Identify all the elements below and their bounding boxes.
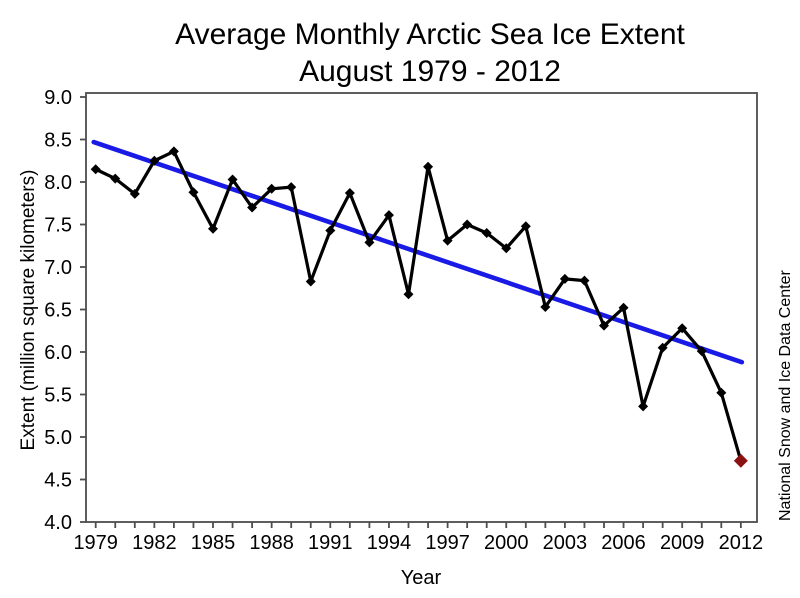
y-tick-label: 8.5 <box>44 130 72 152</box>
data-point <box>540 301 551 312</box>
data-point <box>305 276 316 287</box>
data-point <box>110 173 121 184</box>
data-point <box>481 228 492 238</box>
data-point <box>344 188 355 199</box>
data-point <box>208 223 218 234</box>
data-point <box>266 183 277 194</box>
x-tick-label: 1988 <box>249 532 294 554</box>
x-tick-label: 2000 <box>484 532 529 554</box>
data-point <box>696 346 707 357</box>
y-tick-label: 4.5 <box>44 470 72 492</box>
y-tick-label: 5.5 <box>44 385 72 407</box>
y-axis-title: Extent (million square kilometers) <box>18 170 39 451</box>
y-tick-label: 8.0 <box>44 172 72 194</box>
data-point <box>677 323 688 334</box>
x-tick-label: 1979 <box>73 532 118 554</box>
y-tick-label: 7.5 <box>44 215 72 237</box>
data-point <box>129 188 140 199</box>
chart-subtitle: August 1979 - 2012 <box>299 55 561 88</box>
data-point <box>520 221 531 232</box>
data-point <box>442 235 453 246</box>
data-point <box>227 174 238 185</box>
x-tick-label: 2012 <box>719 532 764 554</box>
data-point <box>286 182 297 193</box>
trend-line <box>91 139 745 365</box>
y-tick-label: 5.0 <box>44 427 72 449</box>
data-point <box>559 273 570 284</box>
y-tick-label: 9.0 <box>44 87 72 109</box>
data-point <box>599 320 609 331</box>
x-tick-label: 1994 <box>367 532 412 554</box>
y-tick-label: 6.0 <box>44 342 72 364</box>
x-tick-label: 2003 <box>543 532 588 554</box>
data-point <box>657 342 668 353</box>
data-point <box>90 164 101 175</box>
data-point <box>168 146 179 157</box>
data-point <box>716 387 727 398</box>
data-point <box>188 187 199 198</box>
y-tick-label: 7.0 <box>44 257 72 279</box>
x-tick-label: 1985 <box>191 532 236 554</box>
data-point <box>403 289 414 300</box>
data-point <box>325 225 336 236</box>
x-tick-label: 1991 <box>308 532 353 554</box>
data-point-latest <box>733 453 748 468</box>
data-point <box>501 243 512 254</box>
chart-title: Average Monthly Arctic Sea Ice Extent <box>175 18 685 51</box>
y-tick-label: 6.5 <box>44 300 72 322</box>
x-axis-title: Year <box>401 567 442 589</box>
data-point <box>383 210 394 221</box>
data-point <box>247 202 258 213</box>
plot-area: 4.0 4.5 5.0 5.5 6.0 6.5 7.0 7.5 8.0 8.5 9.0 1979 198… <box>44 87 763 554</box>
chart-frame <box>85 92 758 523</box>
data-point <box>618 302 629 313</box>
data-line <box>94 149 743 463</box>
x-tick-label: 2009 <box>660 532 705 554</box>
data-point <box>149 155 160 166</box>
data-point <box>364 237 375 248</box>
data-point <box>423 161 434 172</box>
x-tick-label: 1997 <box>425 532 470 554</box>
data-point <box>638 401 649 412</box>
data-point <box>579 275 590 286</box>
credit-text: National Snow and Ice Data Center <box>777 270 794 521</box>
x-tick-label: 1982 <box>132 532 177 554</box>
x-tick-label: 2006 <box>601 532 646 554</box>
y-tick-label: 4.0 <box>44 512 72 534</box>
data-point <box>462 219 473 230</box>
